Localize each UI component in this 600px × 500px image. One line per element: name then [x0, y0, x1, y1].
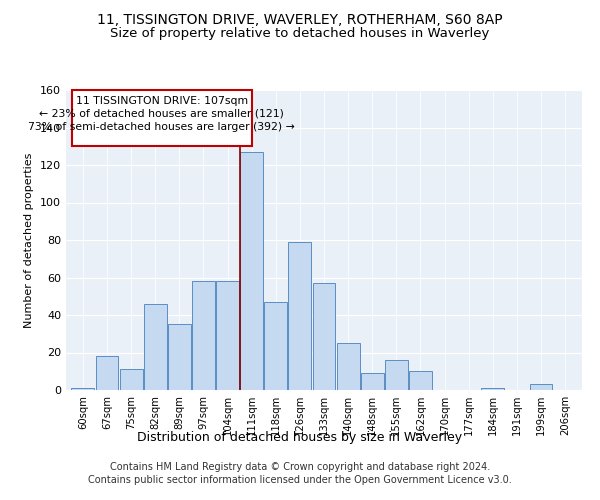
- Text: 11 TISSINGTON DRIVE: 107sqm: 11 TISSINGTON DRIVE: 107sqm: [76, 96, 248, 106]
- Bar: [337, 343, 359, 390]
- Bar: [71, 388, 94, 390]
- Text: 11, TISSINGTON DRIVE, WAVERLEY, ROTHERHAM, S60 8AP: 11, TISSINGTON DRIVE, WAVERLEY, ROTHERHA…: [97, 12, 503, 26]
- Bar: [192, 281, 215, 390]
- Bar: [168, 324, 191, 390]
- Text: Contains HM Land Registry data © Crown copyright and database right 2024.: Contains HM Land Registry data © Crown c…: [110, 462, 490, 472]
- Bar: [289, 242, 311, 390]
- Bar: [313, 283, 335, 390]
- Bar: [385, 360, 408, 390]
- Bar: [530, 384, 553, 390]
- Text: ← 23% of detached houses are smaller (121): ← 23% of detached houses are smaller (12…: [40, 109, 284, 118]
- Bar: [481, 388, 504, 390]
- Bar: [144, 304, 167, 390]
- Bar: [361, 373, 383, 390]
- Text: Distribution of detached houses by size in Waverley: Distribution of detached houses by size …: [137, 431, 463, 444]
- Text: Contains public sector information licensed under the Open Government Licence v3: Contains public sector information licen…: [88, 475, 512, 485]
- Bar: [119, 370, 143, 390]
- Y-axis label: Number of detached properties: Number of detached properties: [25, 152, 34, 328]
- Bar: [240, 152, 263, 390]
- Bar: [216, 281, 239, 390]
- Bar: [95, 356, 118, 390]
- Bar: [265, 302, 287, 390]
- Bar: [72, 90, 251, 146]
- Text: 73% of semi-detached houses are larger (392) →: 73% of semi-detached houses are larger (…: [28, 122, 295, 132]
- Text: Size of property relative to detached houses in Waverley: Size of property relative to detached ho…: [110, 28, 490, 40]
- Bar: [409, 371, 432, 390]
